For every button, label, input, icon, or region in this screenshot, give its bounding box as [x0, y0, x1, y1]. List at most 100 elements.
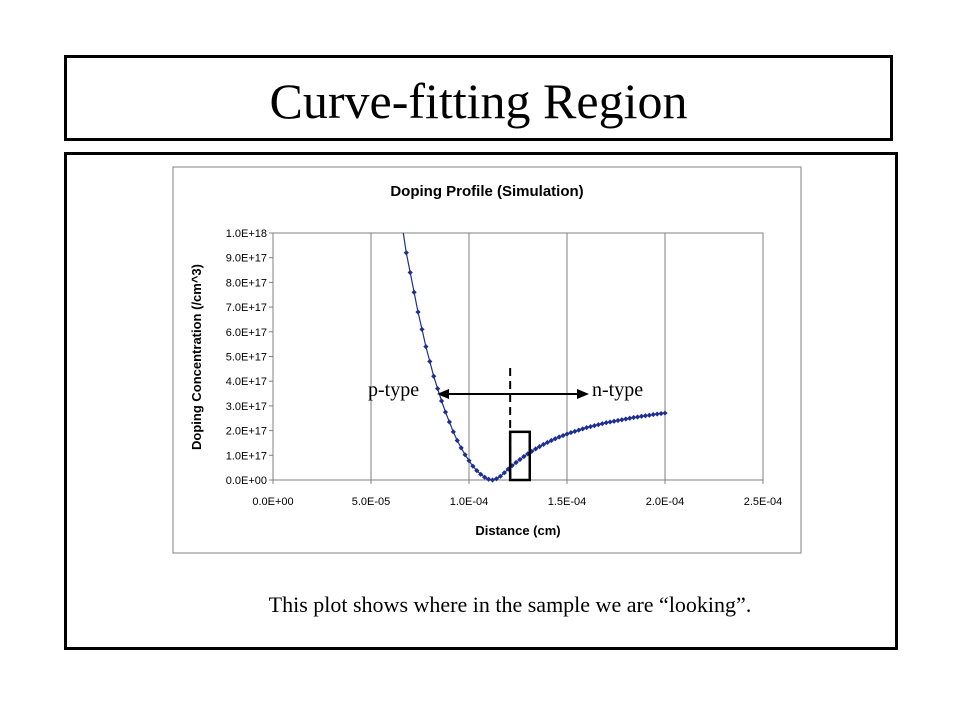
data-point — [576, 427, 582, 433]
y-tick-label: 4.0E+17 — [226, 376, 267, 388]
data-point — [540, 441, 547, 448]
data-point — [442, 409, 449, 415]
data-point — [501, 470, 507, 476]
data-point — [411, 289, 417, 295]
data-point — [513, 459, 519, 466]
y-tick-labels: 0.0E+00 1.0E+17 2.0E+17 3.0E+17 4.0E+17 5.0E+… — [226, 228, 273, 487]
data-point — [650, 411, 656, 418]
y-tick-label: 6.0E+17 — [226, 327, 267, 339]
y-axis-label: Doping Concentration (/cm^3) — [189, 264, 204, 450]
data-point — [486, 476, 492, 482]
data-point — [654, 411, 660, 417]
p-type-arrow-head — [437, 389, 449, 399]
x-axis-label: Distance (cm) — [475, 523, 560, 538]
y-tick-label: 0.0E+00 — [226, 475, 267, 487]
data-point — [572, 428, 578, 434]
data-point — [568, 429, 574, 436]
x-tick-label: 2.5E-04 — [744, 496, 783, 508]
data-point — [435, 386, 441, 392]
data-point — [407, 269, 413, 276]
data-point — [431, 373, 437, 379]
data-point — [419, 326, 425, 332]
data-point — [497, 473, 503, 479]
data-point — [599, 421, 605, 427]
x-tick-label: 5.0E-05 — [352, 496, 391, 508]
data-point — [529, 448, 535, 454]
y-tick-label: 2.0E+17 — [226, 426, 267, 438]
n-type-arrow-head — [577, 389, 589, 399]
title-box: Curve-fitting Region — [64, 55, 893, 141]
data-point — [584, 425, 590, 431]
data-point — [427, 358, 433, 365]
data-point — [462, 452, 468, 458]
y-tick-label: 9.0E+17 — [226, 253, 267, 265]
data-point — [458, 445, 464, 451]
data-point — [642, 413, 648, 419]
data-point — [474, 468, 480, 474]
data-point — [415, 309, 421, 315]
data-point — [533, 446, 539, 452]
x-tick-label: 2.0E-04 — [646, 496, 685, 508]
data-point — [438, 398, 445, 404]
y-tick-label: 1.0E+17 — [226, 450, 267, 462]
data-point — [403, 250, 409, 256]
data-point — [521, 453, 527, 460]
data-point — [611, 418, 617, 424]
data-point — [536, 444, 543, 450]
data-point — [619, 417, 625, 423]
data-point — [627, 415, 633, 421]
data-point — [595, 422, 601, 428]
y-tick-label: 8.0E+17 — [226, 277, 267, 289]
slide-caption: This plot shows where in the sample we a… — [268, 592, 752, 617]
data-point — [454, 437, 460, 444]
data-point — [509, 463, 515, 469]
x-tick-labels: 0.0E+00 5.0E-05 1.0E-04 1.5E-04 2.0E-04 2.5E-… — [252, 480, 782, 508]
chart-area — [172, 166, 802, 554]
data-point — [552, 436, 558, 442]
data-point — [560, 432, 566, 439]
slide-title: Curve-fitting Region — [269, 73, 688, 129]
data-point — [591, 423, 598, 429]
data-point — [564, 431, 570, 437]
data-point — [423, 344, 429, 350]
data-point — [603, 420, 609, 426]
series-layer — [402, 232, 668, 483]
data-point — [482, 474, 488, 480]
grid-layer — [370, 233, 666, 480]
data-point — [658, 410, 664, 417]
x-tick-label: 1.5E-04 — [548, 496, 587, 508]
data-point — [634, 414, 641, 420]
data-point — [466, 458, 472, 464]
data-point — [493, 476, 500, 482]
data-point — [544, 439, 550, 446]
data-point — [580, 426, 586, 432]
data-point — [470, 463, 476, 469]
data-point — [489, 477, 496, 483]
data-point — [587, 424, 594, 430]
curve-fitting-region-box — [508, 430, 532, 482]
content-box — [64, 152, 898, 650]
data-point — [615, 417, 621, 424]
data-point — [446, 419, 452, 425]
x-tick-label: 0.0E+00 — [252, 496, 293, 508]
data-point — [607, 419, 613, 425]
data-point — [548, 437, 554, 444]
data-point — [631, 414, 637, 421]
y-tick-label: 7.0E+17 — [226, 302, 267, 314]
data-point — [556, 434, 562, 440]
n-type-label: n-type — [592, 379, 643, 401]
data-point — [478, 471, 484, 477]
data-point — [638, 413, 645, 419]
y-tick-label: 5.0E+17 — [226, 352, 267, 364]
p-type-label: p-type — [368, 379, 419, 401]
data-point — [517, 456, 523, 463]
data-point — [450, 429, 456, 435]
y-tick-label: 3.0E+17 — [226, 401, 267, 413]
y-tick-label: 1.0E+18 — [226, 228, 267, 240]
chart-title: Doping Profile (Simulation) — [390, 183, 583, 200]
data-point — [623, 416, 629, 422]
data-point — [662, 410, 668, 416]
data-point — [646, 412, 652, 418]
data-point — [525, 451, 531, 457]
